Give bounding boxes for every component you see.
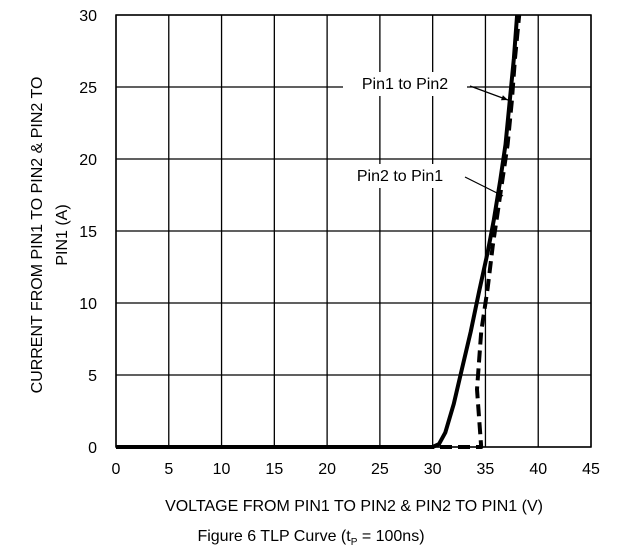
x-tick-label: 45 bbox=[582, 461, 600, 478]
y-tick-label: 0 bbox=[88, 440, 97, 457]
y-tick-label: 25 bbox=[79, 80, 97, 97]
x-tick-label: 0 bbox=[112, 461, 121, 478]
caption-subscript: P bbox=[350, 537, 358, 549]
annotations: Pin1 to Pin2 Pin2 to Pin1 bbox=[338, 72, 509, 197]
y-axis-label-line2: PIN1 (A) bbox=[54, 204, 71, 265]
y-axis-label-line1: CURRENT FROM PIN1 TO PIN2 & PIN2 TO bbox=[29, 77, 46, 394]
y-tick-label: 5 bbox=[88, 368, 97, 385]
x-axis-label: VOLTAGE FROM PIN1 TO PIN2 & PIN2 TO PIN1… bbox=[165, 498, 543, 515]
caption-prefix: Figure 6 TLP Curve (t bbox=[197, 528, 351, 545]
annotation-arrowhead bbox=[501, 95, 508, 101]
y-tick-label: 10 bbox=[79, 296, 97, 313]
x-tick-label: 5 bbox=[164, 461, 173, 478]
x-tick-label: 15 bbox=[265, 461, 283, 478]
x-tick-label: 40 bbox=[529, 461, 547, 478]
series-layer bbox=[116, 14, 522, 449]
annotation-bg bbox=[338, 164, 462, 188]
x-tick-label: 10 bbox=[213, 461, 231, 478]
x-tick-label: 25 bbox=[371, 461, 389, 478]
annotation-leader bbox=[464, 176, 504, 197]
annotation-label-1: Pin1 to Pin2 bbox=[362, 76, 448, 93]
series-line-2 bbox=[116, 14, 522, 449]
y-tick-label: 30 bbox=[79, 8, 97, 25]
annotation-leader bbox=[469, 85, 509, 101]
figure-caption: Figure 6 TLP Curve (tP = 100ns) bbox=[0, 528, 622, 548]
annotation-label-2: Pin2 to Pin1 bbox=[357, 168, 443, 185]
y-tick-label: 20 bbox=[79, 152, 97, 169]
caption-suffix: = 100ns) bbox=[357, 528, 425, 545]
x-tick-label: 35 bbox=[477, 461, 495, 478]
annotation-bg bbox=[343, 72, 467, 96]
x-tick-label: 20 bbox=[318, 461, 336, 478]
tick-labels: 0 5 10 15 20 25 30 35 40 45 0 5 10 15 20 25 30 bbox=[79, 8, 600, 478]
y-tick-label: 15 bbox=[79, 224, 97, 241]
annotation-arrowhead bbox=[496, 190, 503, 196]
x-tick-label: 30 bbox=[424, 461, 442, 478]
